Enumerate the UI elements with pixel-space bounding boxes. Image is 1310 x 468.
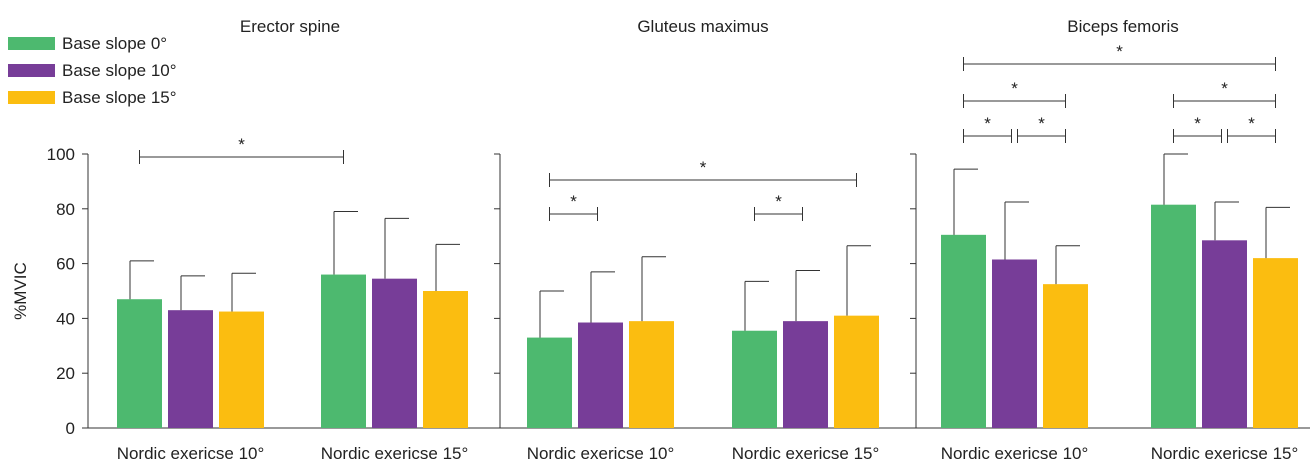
bar xyxy=(629,321,674,428)
significance-marker: * xyxy=(1116,42,1123,61)
bar xyxy=(321,274,366,428)
significance-marker: * xyxy=(1011,79,1018,98)
bar xyxy=(941,234,986,428)
panel-title: Gluteus maximus xyxy=(637,17,768,36)
x-tick-label: Nordic exericse 15° xyxy=(732,444,880,463)
bar xyxy=(168,310,213,428)
bar xyxy=(992,259,1037,428)
legend-item: Base slope 10° xyxy=(8,57,177,84)
legend-swatch xyxy=(8,91,55,104)
significance-marker: * xyxy=(1038,114,1045,133)
bar xyxy=(527,337,572,428)
bar xyxy=(1043,284,1088,428)
y-tick-label: 0 xyxy=(66,419,75,438)
significance-marker: * xyxy=(984,114,991,133)
legend-label: Base slope 10° xyxy=(62,60,177,80)
x-tick-label: Nordic exericse 10° xyxy=(527,444,675,463)
legend-label: Base slope 15° xyxy=(62,87,177,107)
panel-title: Erector spine xyxy=(240,17,340,36)
significance-marker: * xyxy=(700,158,707,177)
significance-marker: * xyxy=(1248,114,1255,133)
bar xyxy=(783,321,828,428)
legend-item: Base slope 15° xyxy=(8,84,177,111)
bar xyxy=(117,299,162,428)
significance-marker: * xyxy=(238,135,245,154)
bar xyxy=(834,315,879,428)
y-tick-label: 100 xyxy=(47,145,75,164)
x-tick-label: Nordic exericse 10° xyxy=(117,444,265,463)
significance-marker: * xyxy=(1221,79,1228,98)
y-tick-label: 60 xyxy=(56,255,75,274)
bar xyxy=(1253,258,1298,428)
legend-item: Base slope 0° xyxy=(8,30,177,57)
panel-title: Biceps femoris xyxy=(1067,17,1178,36)
significance-marker: * xyxy=(1194,114,1201,133)
legend-label: Base slope 0° xyxy=(62,33,168,53)
bar xyxy=(423,291,468,428)
significance-marker: * xyxy=(775,192,782,211)
y-axis-label: %MVIC xyxy=(11,262,30,320)
bar xyxy=(219,311,264,428)
y-tick-label: 20 xyxy=(56,364,75,383)
x-tick-label: Nordic exericse 10° xyxy=(941,444,1089,463)
bar xyxy=(732,330,777,428)
legend: Base slope 0° Base slope 10° Base slope 15… xyxy=(8,30,177,111)
x-tick-label: Nordic exericse 15° xyxy=(1151,444,1299,463)
bar xyxy=(1151,204,1196,428)
y-tick-label: 40 xyxy=(56,309,75,328)
legend-swatch xyxy=(8,64,55,77)
x-tick-label: Nordic exericse 15° xyxy=(321,444,469,463)
significance-marker: * xyxy=(570,192,577,211)
bar xyxy=(1202,240,1247,428)
legend-swatch xyxy=(8,37,55,50)
bar xyxy=(578,322,623,428)
bar xyxy=(372,278,417,428)
y-tick-label: 80 xyxy=(56,200,75,219)
